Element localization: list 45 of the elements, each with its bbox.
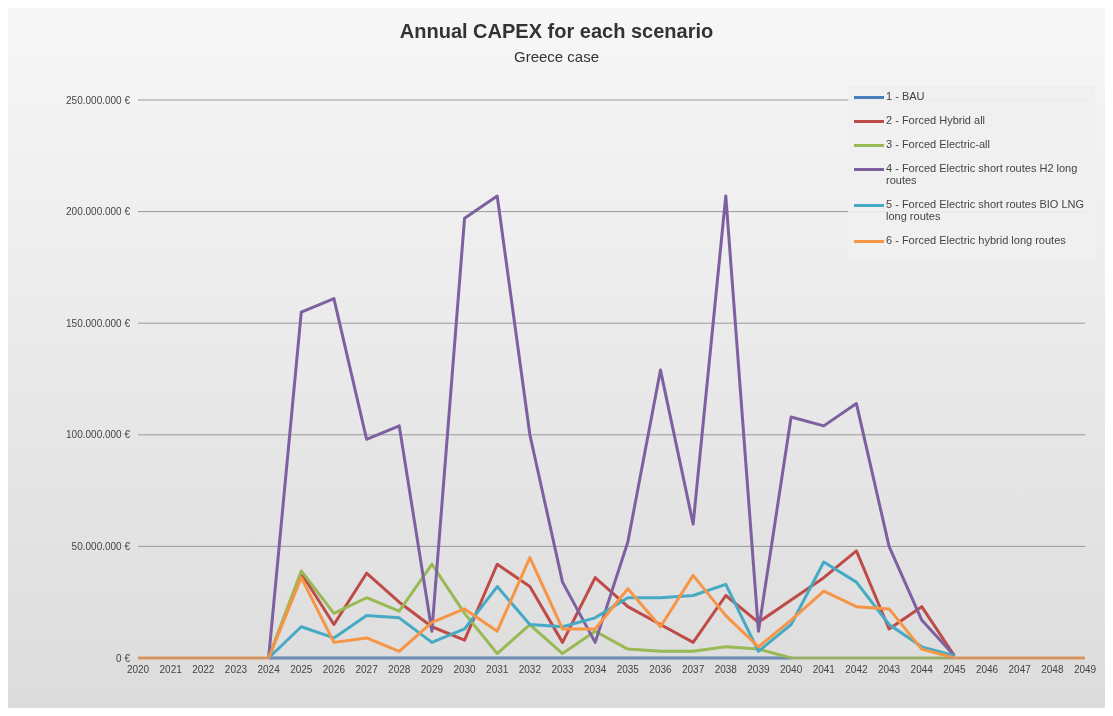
x-tick-label: 2023: [224, 664, 248, 676]
y-tick-label: 250.000.000 €: [66, 94, 131, 106]
legend-label: 1 - BAU: [886, 90, 925, 102]
x-tick-label: 2027: [355, 664, 379, 676]
x-tick-label: 2040: [779, 664, 803, 676]
x-tick-label: 2024: [257, 664, 281, 676]
y-tick-label: 200.000.000 €: [66, 206, 131, 218]
x-tick-label: 2035: [616, 664, 640, 676]
legend-label: 4 - Forced Electric short routes H2 long routes: [886, 162, 1079, 186]
legend-label: 2 - Forced Hybrid all: [886, 114, 986, 126]
y-tick-label: 150.000.000 €: [66, 317, 131, 329]
x-tick-label: 2021: [159, 664, 183, 676]
x-tick-label: 2038: [714, 664, 738, 676]
x-tick-label: 2041: [812, 664, 836, 676]
y-tick-label: 0 €: [116, 652, 131, 664]
x-tick-label: 2036: [649, 664, 673, 676]
x-tick-label: 2025: [290, 664, 313, 676]
x-tick-label: 2029: [420, 664, 444, 676]
x-tick-label: 2028: [388, 664, 411, 676]
x-tick-label: 2042: [845, 664, 868, 676]
x-tick-label: 2048: [1041, 664, 1064, 676]
x-tick-label: 2034: [584, 664, 607, 676]
x-tick-label: 2020: [126, 664, 150, 676]
x-tick-label: 2046: [975, 664, 999, 676]
x-tick-label: 2030: [453, 664, 477, 676]
x-tick-label: 2039: [747, 664, 771, 676]
x-tick-label: 2031: [486, 664, 509, 676]
chart-title: Annual CAPEX for each scenario: [398, 20, 715, 43]
x-tick-label: 2049: [1073, 664, 1097, 676]
x-tick-label: 2033: [551, 664, 575, 676]
x-tick-label: 2047: [1008, 664, 1032, 676]
legend-label: 6 - Forced Electric hybrid long routes: [886, 234, 1066, 246]
line-series: [136, 556, 1087, 660]
y-tick-label: 50.000.000 €: [71, 540, 131, 552]
x-tick-label: 2044: [910, 664, 934, 676]
x-tick-label: 2037: [682, 664, 705, 676]
legend-label: 3 - Forced Electric-all: [886, 138, 990, 150]
legend-label: 5 - Forced Electric short routes BIO LNG long routes: [886, 198, 1086, 222]
x-tick-label: 2026: [322, 664, 346, 676]
x-tick-label: 2032: [518, 664, 542, 676]
x-tick-label: 2045: [943, 664, 966, 676]
y-tick-label: 100.000.000 €: [66, 429, 131, 441]
x-tick-label: 2022: [192, 664, 215, 676]
chart-subtitle: Greece case: [512, 48, 600, 65]
x-tick-label: 2043: [877, 664, 901, 676]
